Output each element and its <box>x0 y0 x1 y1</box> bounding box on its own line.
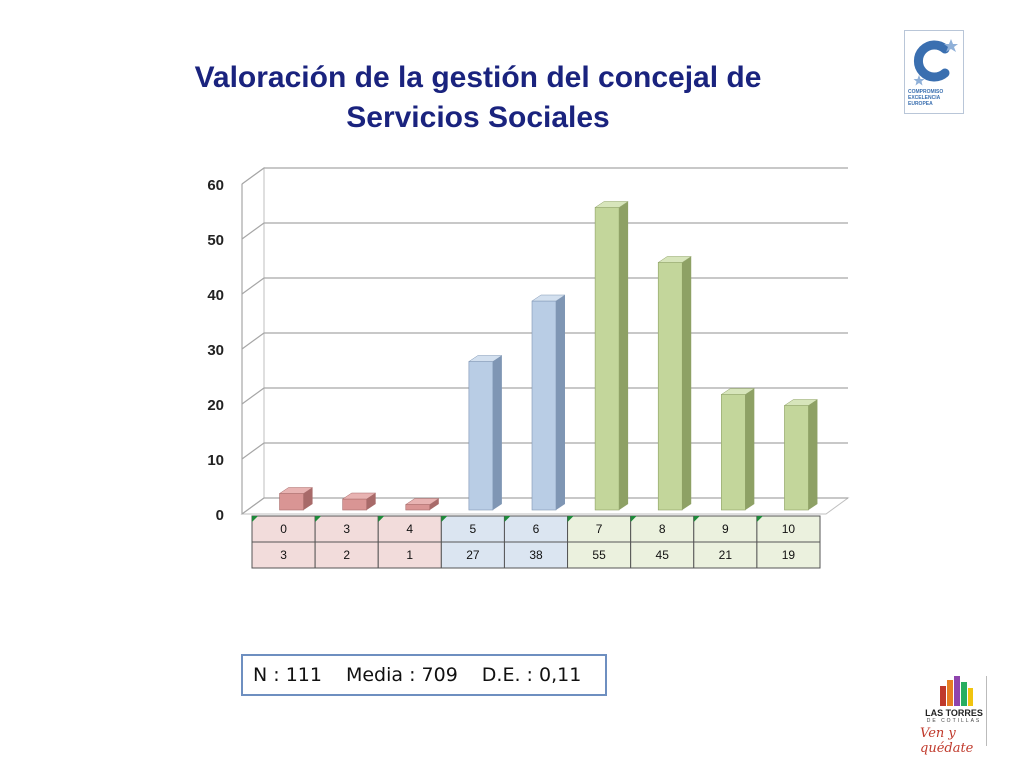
bar-top <box>720 388 756 395</box>
gridline <box>241 167 848 185</box>
stats-media: Media : 709 <box>345 664 458 686</box>
bar-top <box>404 498 440 505</box>
town-subtitle: DE COTILLAS <box>926 718 982 724</box>
divider <box>986 676 987 746</box>
legend-key-marker <box>504 516 511 522</box>
table-cell <box>693 515 758 543</box>
data-label: 27 <box>466 548 480 562</box>
bar-top <box>594 201 629 208</box>
gridline <box>241 222 848 240</box>
table-cell <box>693 541 758 569</box>
bar-chart: 0 10 20 30 40 50 60 0 3 3 2 4 1 5 27 6 38 7 55 8 45 9 21 10 19 <box>207 167 850 569</box>
category-label: 5 <box>470 522 477 536</box>
bar-top <box>783 399 819 406</box>
bar-side <box>556 295 565 510</box>
bar-side <box>429 498 439 510</box>
bar-side <box>303 487 313 510</box>
bar-top <box>468 355 503 362</box>
town-name: LAS TORRES <box>925 708 983 718</box>
gridline <box>241 497 848 515</box>
legend-key-marker <box>756 516 763 522</box>
legend-key-marker <box>693 516 700 522</box>
las-torres-logo: LAS TORRES DE COTILLAS Ven y quédate <box>916 672 1006 756</box>
y-tick-label: 10 <box>207 452 224 469</box>
category-label: 6 <box>533 522 540 536</box>
category-label: 4 <box>406 522 413 536</box>
bar <box>279 493 304 511</box>
compromiso-excelencia-logo: COMPROMISO EXCELENCIA EUROPEA <box>904 30 964 114</box>
stats-de: D.E. : 0,11 <box>481 664 582 686</box>
legend-key-marker <box>252 516 258 522</box>
legend-key-marker <box>315 516 322 522</box>
badge-text: COMPROMISO EXCELENCIA EUROPEA <box>908 89 944 107</box>
gridline <box>241 277 848 295</box>
legend-key-marker <box>441 516 448 522</box>
data-label: 2 <box>343 548 350 562</box>
bar <box>784 405 809 511</box>
bar-side <box>682 256 692 510</box>
table-cell <box>756 541 821 569</box>
stats-box: N : 111 Media : 709 D.E. : 0,11 <box>241 654 607 696</box>
bar <box>594 207 620 511</box>
y-tick-label: 60 <box>207 177 224 194</box>
bar-top <box>657 256 693 263</box>
bar <box>531 300 557 511</box>
bar-side <box>366 493 376 510</box>
table-cell <box>314 541 379 569</box>
towers-icon <box>940 676 973 706</box>
legend-key-marker <box>378 516 385 522</box>
bar-side <box>745 388 755 510</box>
data-label: 1 <box>406 548 413 562</box>
table-cell <box>377 541 442 569</box>
chart-title: Valoración de la gestión del concejal de… <box>118 58 838 138</box>
category-label: 9 <box>722 522 729 536</box>
legend-key-marker <box>567 516 574 522</box>
bar-side <box>808 399 818 510</box>
table-cell <box>440 541 505 569</box>
bar-top <box>341 492 377 500</box>
bar <box>405 504 431 511</box>
stats-n: N : 111 <box>253 664 322 686</box>
y-tick-label: 20 <box>207 397 224 414</box>
data-label: 19 <box>782 548 796 562</box>
data-label: 45 <box>656 548 670 562</box>
table-cell <box>567 541 632 569</box>
gridline <box>241 442 848 460</box>
legend-key-marker <box>630 516 637 522</box>
bar <box>468 361 494 511</box>
excellence-c-icon <box>913 39 958 86</box>
chart-title-line-1: Valoración de la gestión del concejal de <box>194 61 762 94</box>
town-slogan: Ven y quédate <box>920 726 974 756</box>
y-tick-label: 40 <box>207 287 224 304</box>
bar <box>657 262 683 511</box>
data-label: 55 <box>592 548 606 562</box>
gridline <box>241 332 848 350</box>
bar-side <box>619 201 629 510</box>
category-label: 0 <box>280 522 287 536</box>
gridline <box>241 387 848 405</box>
bar-top <box>278 487 314 494</box>
table-cell <box>756 515 821 543</box>
y-tick-label: 0 <box>216 507 224 524</box>
category-label: 7 <box>596 522 603 536</box>
bar <box>342 498 367 511</box>
data-label: 21 <box>719 548 733 562</box>
category-label: 10 <box>782 522 796 536</box>
data-label: 38 <box>529 548 543 562</box>
table-cell <box>440 515 505 543</box>
bar <box>721 394 746 511</box>
table-cell <box>251 541 316 569</box>
data-label: 3 <box>280 548 287 562</box>
y-tick-label: 50 <box>207 232 224 249</box>
chart-title-line-2: Servicios Sociales <box>346 101 610 134</box>
bar-side <box>492 355 502 510</box>
y-tick-label: 30 <box>207 342 224 359</box>
bar-top <box>531 294 566 302</box>
category-label: 3 <box>343 522 350 536</box>
category-label: 8 <box>659 522 666 536</box>
